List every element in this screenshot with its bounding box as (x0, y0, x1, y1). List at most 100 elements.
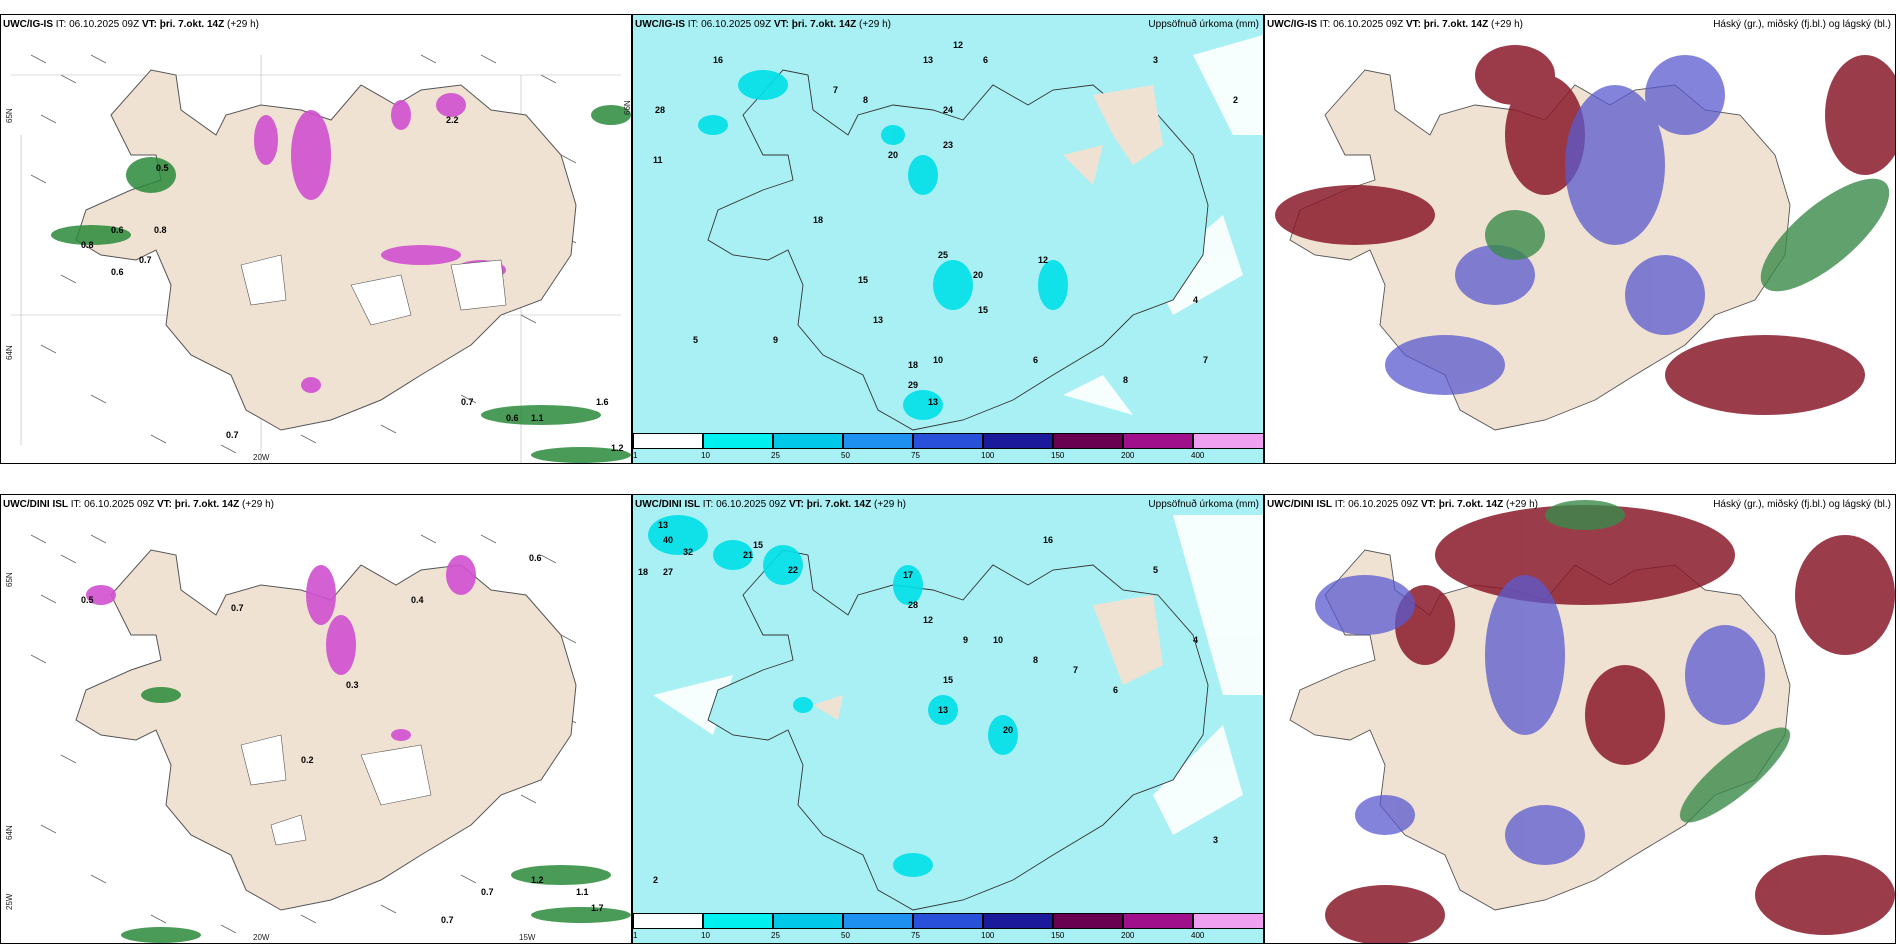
map-panel-bottom-clouds: UWC/DINI ISL IT: 06.10.2025 09Z VT: þri.… (1264, 494, 1896, 944)
precip-value: 5 (1153, 565, 1159, 575)
value-label: 0.7 (481, 887, 494, 897)
value-label: 0.7 (139, 255, 152, 265)
precip-value: 7 (1203, 355, 1209, 365)
colorbar-swatch (1123, 433, 1193, 449)
lat-label: 65N (5, 572, 14, 587)
precip-value: 40 (663, 535, 674, 545)
colorbar-tick: 400 (1191, 931, 1205, 940)
precip-value: 18 (638, 567, 649, 577)
colorbar-swatch (913, 913, 983, 929)
map-panel-top-wind: UWC/IG-IS IT: 06.10.2025 09Z VT: þri. 7.… (0, 14, 632, 464)
dry-land (1063, 85, 1163, 185)
colorbar-tick: 50 (841, 451, 850, 460)
value-label: 1.1 (576, 887, 589, 897)
map-canvas (1, 495, 631, 943)
precip-value: 2 (653, 875, 659, 885)
precip-value: 29 (908, 380, 919, 390)
iceland-landmass (75, 69, 577, 431)
precip-value: 15 (753, 540, 764, 550)
value-label: 1.6 (596, 397, 609, 407)
panel-header: UWC/DINI ISL IT: 06.10.2025 09Z VT: þri.… (3, 499, 274, 510)
precip-value: 9 (773, 335, 779, 345)
precip-value: 18 (813, 215, 824, 225)
value-label: 0.5 (81, 595, 94, 605)
precip-value: 28 (655, 105, 666, 115)
glaciers (240, 734, 432, 846)
precip-colorbar: 1 10 25 50 75 100 150 200 400 (633, 913, 1263, 940)
value-label: 0.7 (461, 397, 474, 407)
colorbar-tick: 100 (981, 931, 995, 940)
precip-value: 13 (923, 55, 934, 65)
colorbar-swatch (633, 913, 703, 929)
colorbar-swatch (633, 433, 703, 449)
precip-value: 20 (973, 270, 984, 280)
precip-colorbar: 1 10 25 50 75 100 150 200 400 (633, 433, 1263, 460)
precip-value: 20 (888, 150, 899, 160)
precip-value: 15 (943, 675, 954, 685)
value-label: 0.8 (81, 240, 94, 250)
colorbar-tick: 50 (841, 931, 850, 940)
colorbar-swatch (1193, 913, 1263, 929)
precip-title: Uppsöfnuð úrkoma (mm) (1148, 499, 1259, 510)
lon-label: 20W (253, 453, 270, 462)
panel-header: UWC/DINI ISL IT: 06.10.2025 09Z VT: þri.… (635, 499, 906, 510)
value-label: 2.2 (446, 115, 459, 125)
value-label: 0.7 (226, 430, 239, 440)
colorbar-tick: 25 (771, 931, 780, 940)
precip-value: 2 (1233, 95, 1239, 105)
precip-value: 11 (653, 155, 663, 165)
lat-label: 64N (5, 345, 14, 360)
panel-header: UWC/IG-IS IT: 06.10.2025 09Z VT: þri. 7.… (3, 19, 259, 30)
colorbar-tick: 10 (701, 451, 710, 460)
precip-value: 5 (693, 335, 699, 345)
value-label: 0.8 (154, 225, 167, 235)
precip-value: 24 (943, 105, 954, 115)
low-cloud (1325, 505, 1895, 943)
precip-value: 25 (938, 250, 949, 260)
panel-header: UWC/IG-IS IT: 06.10.2025 09Z VT: þri. 7.… (635, 19, 891, 30)
precip-value: 12 (953, 40, 964, 50)
glaciers (240, 254, 507, 326)
snow-areas (86, 555, 476, 741)
value-label: 0.6 (111, 267, 124, 277)
value-label: 1.2 (611, 443, 624, 453)
rain-areas (51, 105, 631, 463)
precip-title: Uppsöfnuð úrkoma (mm) (1148, 19, 1259, 30)
map-canvas (1, 15, 631, 463)
precip-value: 23 (943, 140, 954, 150)
precip-value: 3 (1213, 835, 1219, 845)
value-label: 0.2 (301, 755, 314, 765)
map-canvas (1265, 495, 1895, 943)
precip-value: 4 (1193, 635, 1199, 645)
colorbar-tick: 1 (633, 931, 638, 940)
colorbar-tick: 150 (1051, 931, 1065, 940)
lon-label: 15W (519, 933, 536, 942)
value-label: 1.2 (531, 875, 544, 885)
precip-high (648, 515, 1018, 877)
colorbar-tick: 1 (633, 451, 638, 460)
precip-value: 15 (858, 275, 869, 285)
value-label: 0.6 (111, 225, 124, 235)
value-label: 0.6 (506, 413, 519, 423)
value-label: 1.1 (531, 413, 544, 423)
precip-value: 32 (683, 547, 694, 557)
low-cloud (1275, 45, 1895, 415)
precip-value: 6 (1113, 685, 1119, 695)
value-label: 0.5 (156, 163, 169, 173)
colorbar-swatch (773, 913, 843, 929)
colorbar-swatch (1053, 913, 1123, 929)
lat-label: 65N (5, 108, 14, 123)
colorbar-swatch (773, 433, 843, 449)
map-panel-top-clouds: UWC/IG-IS IT: 06.10.2025 09Z VT: þri. 7.… (1264, 14, 1896, 464)
precip-value: 8 (863, 95, 869, 105)
map-panel-top-precip: UWC/IG-IS IT: 06.10.2025 09Z VT: þri. 7.… (632, 14, 1264, 464)
precip-value: 10 (933, 355, 944, 365)
map-canvas (633, 15, 1263, 463)
iceland-landmass (75, 549, 577, 911)
precip-value: 12 (923, 615, 934, 625)
value-label: 0.6 (529, 553, 542, 563)
colorbar-tick: 200 (1121, 931, 1135, 940)
lon-label: 25W (5, 893, 14, 910)
map-canvas (1265, 15, 1895, 463)
precip-value: 28 (908, 600, 919, 610)
